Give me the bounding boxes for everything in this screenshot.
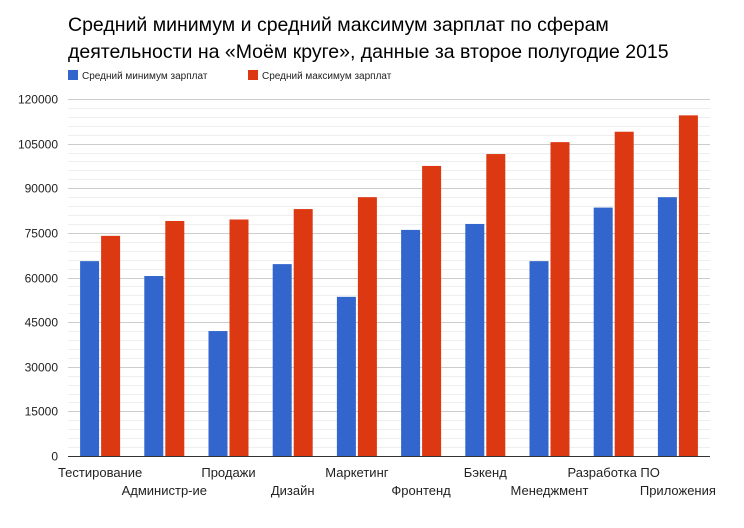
bar-max [101,235,121,456]
y-tick-label: 30000 [25,361,59,375]
bar-min [144,276,164,456]
legend-label-max: Средний максимум зарплат [262,71,392,82]
bar-min [593,207,613,456]
bar-min [465,223,485,456]
y-tick-label: 120000 [18,93,58,107]
legend-swatch-min [68,70,78,80]
bar-max [678,115,698,457]
x-tick-label: Бэкенд [464,465,507,480]
bar-min [336,296,356,456]
bar-min [401,229,421,456]
y-tick-label: 105000 [18,138,58,152]
y-tick-label: 75000 [25,227,59,241]
bar-min [208,331,228,456]
legend-label-min: Средний минимум зарплат [82,71,208,82]
y-tick-label: 15000 [25,405,59,419]
y-tick-label: 90000 [25,182,59,196]
x-tick-label: Администр-ие [122,483,207,498]
bar-max [614,131,634,456]
bar-max [422,165,442,456]
x-tick-label: Продажи [201,465,255,480]
x-tick-label: Менеджмент [511,483,589,498]
legend-swatch-max [248,70,258,80]
bar-max [357,197,377,457]
y-tick-label: 0 [51,450,58,464]
bar-max [486,154,506,456]
legend-item-max: Средний максимум зарплат [248,70,391,83]
bar-max [550,142,570,456]
x-tick-label: Маркетинг [325,465,388,480]
x-tick-label: Фронтенд [391,483,451,498]
bar-min [80,261,100,456]
bar-min [657,197,677,457]
bar-max [165,220,185,456]
y-tick-label: 45000 [25,316,59,330]
x-tick-label: Тестирование [58,465,142,480]
x-tick-label: Дизайн [271,483,315,498]
bar-min [529,261,549,456]
bar-min [272,264,292,456]
chart-title: Средний минимум и средний максимум зарпл… [68,14,669,63]
y-tick-label: 60000 [25,272,59,286]
legend-item-min: Средний минимум зарплат [68,70,207,83]
bar-max [229,219,249,456]
bar-max [293,209,313,456]
x-tick-label: Приложения [640,483,716,498]
x-tick-label: Разработка ПО [568,465,660,480]
